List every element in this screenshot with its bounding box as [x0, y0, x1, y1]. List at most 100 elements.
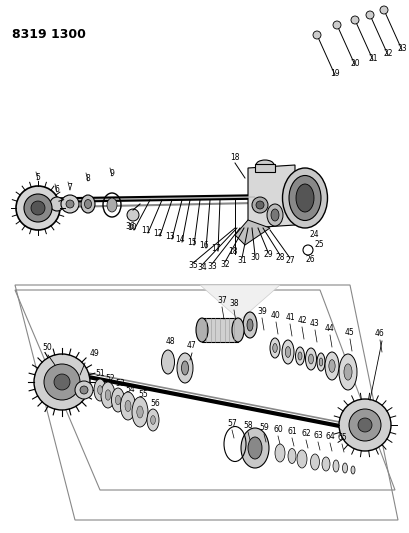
Ellipse shape — [107, 198, 117, 212]
Ellipse shape — [181, 361, 188, 375]
Ellipse shape — [270, 338, 279, 358]
Polygon shape — [247, 165, 294, 228]
Ellipse shape — [115, 395, 120, 405]
Text: 42: 42 — [297, 316, 306, 325]
Ellipse shape — [270, 209, 278, 221]
Text: 30: 30 — [249, 253, 259, 262]
Circle shape — [127, 209, 139, 221]
Text: 18: 18 — [230, 153, 239, 162]
Text: 46: 46 — [374, 329, 384, 338]
Text: 31: 31 — [237, 256, 246, 265]
Text: 11: 11 — [141, 226, 151, 235]
Circle shape — [44, 364, 80, 400]
Ellipse shape — [150, 416, 155, 424]
Bar — [202, 318, 237, 342]
Circle shape — [34, 354, 90, 410]
Text: 52: 52 — [105, 374, 115, 383]
Text: 23: 23 — [396, 44, 406, 53]
Circle shape — [80, 386, 88, 394]
Circle shape — [312, 31, 320, 39]
Ellipse shape — [332, 460, 338, 472]
Ellipse shape — [132, 397, 148, 427]
Text: 27: 27 — [285, 256, 294, 265]
Text: 55: 55 — [138, 390, 148, 399]
Ellipse shape — [81, 195, 95, 213]
Text: 36: 36 — [125, 222, 135, 231]
Circle shape — [50, 197, 64, 211]
Polygon shape — [200, 285, 279, 320]
Ellipse shape — [111, 388, 124, 412]
Ellipse shape — [342, 463, 347, 473]
Ellipse shape — [231, 318, 243, 342]
Ellipse shape — [266, 204, 282, 226]
Ellipse shape — [97, 385, 102, 394]
Text: 40: 40 — [270, 311, 280, 320]
Ellipse shape — [295, 184, 313, 212]
Circle shape — [348, 409, 380, 441]
Text: 13: 13 — [165, 232, 174, 241]
Text: 9: 9 — [109, 169, 114, 178]
Text: 32: 32 — [220, 260, 229, 269]
Ellipse shape — [246, 319, 252, 331]
Text: 20: 20 — [349, 59, 359, 68]
Ellipse shape — [161, 350, 174, 374]
Text: 14: 14 — [175, 235, 184, 244]
Text: 35: 35 — [188, 261, 198, 270]
Ellipse shape — [243, 312, 256, 338]
Text: 15: 15 — [187, 238, 196, 247]
Ellipse shape — [310, 454, 319, 470]
Ellipse shape — [297, 352, 301, 360]
Text: 61: 61 — [286, 427, 296, 436]
Text: 57: 57 — [227, 419, 236, 428]
Ellipse shape — [247, 437, 261, 459]
Ellipse shape — [272, 343, 276, 352]
Ellipse shape — [240, 428, 268, 468]
Text: 44: 44 — [324, 324, 334, 333]
Text: 10: 10 — [127, 223, 137, 232]
Text: 62: 62 — [301, 429, 310, 438]
Ellipse shape — [287, 448, 295, 464]
Text: 39: 39 — [256, 307, 266, 316]
Text: 41: 41 — [285, 313, 294, 322]
Circle shape — [16, 186, 60, 230]
Text: 38: 38 — [229, 299, 238, 308]
Text: 51: 51 — [95, 369, 105, 378]
Text: 47: 47 — [187, 341, 196, 350]
Ellipse shape — [101, 382, 115, 408]
Ellipse shape — [285, 346, 290, 358]
Circle shape — [338, 399, 390, 451]
Text: 59: 59 — [258, 423, 268, 432]
Circle shape — [24, 194, 52, 222]
Text: 19: 19 — [329, 69, 339, 78]
Ellipse shape — [137, 406, 143, 418]
Circle shape — [350, 16, 358, 24]
Ellipse shape — [196, 318, 207, 342]
Text: 5: 5 — [36, 173, 40, 182]
Text: 25: 25 — [314, 240, 324, 249]
Ellipse shape — [350, 466, 354, 474]
Text: 56: 56 — [150, 399, 160, 408]
Text: 33: 33 — [207, 262, 216, 271]
Text: 45: 45 — [344, 328, 354, 337]
Text: 64: 64 — [324, 432, 334, 441]
Ellipse shape — [324, 352, 338, 380]
Text: 37: 37 — [217, 296, 226, 305]
Text: 8319 1300: 8319 1300 — [12, 28, 85, 41]
Text: 48: 48 — [165, 337, 174, 346]
Ellipse shape — [105, 390, 110, 400]
Ellipse shape — [295, 347, 304, 365]
Ellipse shape — [281, 340, 293, 364]
Text: 49: 49 — [90, 349, 100, 358]
Circle shape — [75, 381, 93, 399]
Text: 18: 18 — [228, 247, 237, 256]
Text: 50: 50 — [42, 343, 52, 352]
Ellipse shape — [274, 444, 284, 462]
Text: 53: 53 — [115, 379, 125, 388]
Ellipse shape — [338, 354, 356, 390]
Text: 34: 34 — [197, 263, 207, 272]
Text: 16: 16 — [199, 241, 208, 250]
Text: 7: 7 — [67, 183, 72, 192]
Circle shape — [66, 200, 74, 208]
Text: 29: 29 — [263, 250, 272, 259]
Text: 28: 28 — [274, 253, 284, 262]
